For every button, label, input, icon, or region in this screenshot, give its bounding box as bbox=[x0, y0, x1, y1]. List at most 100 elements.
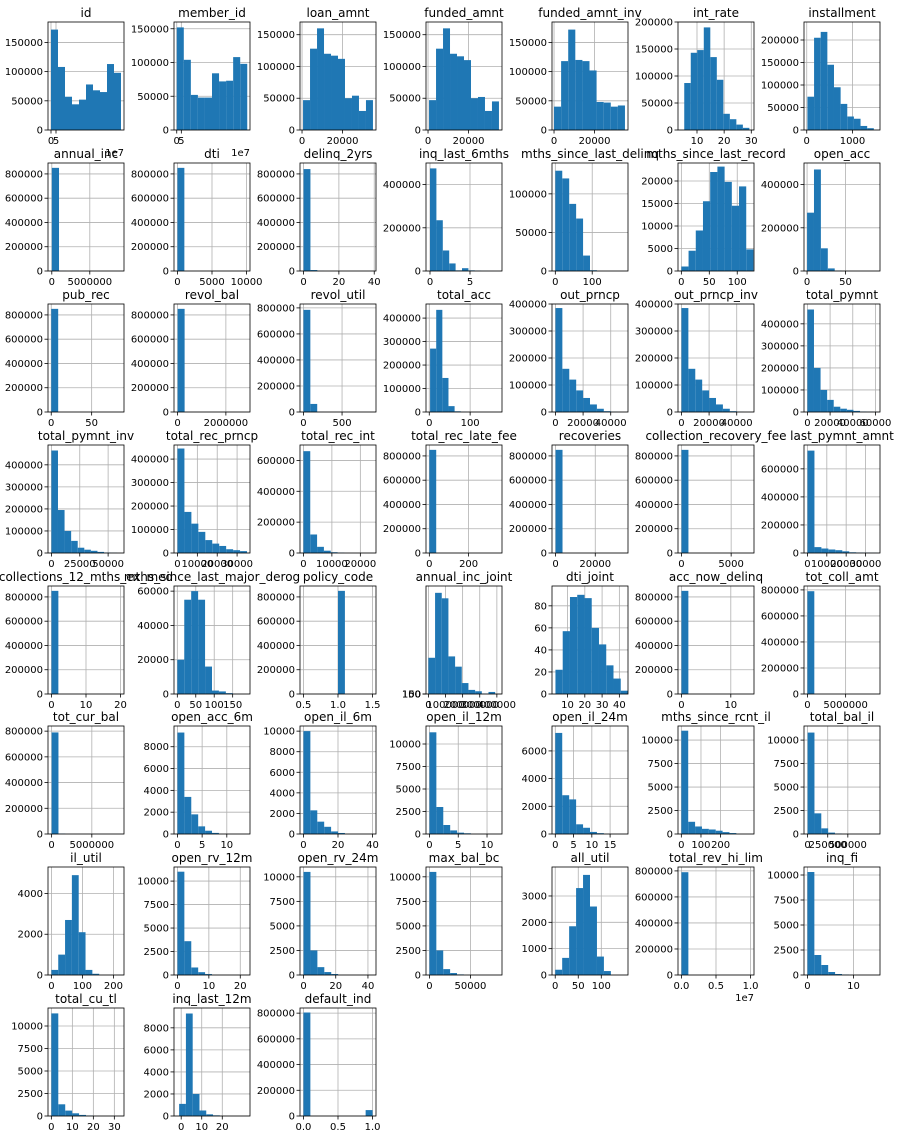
y-tick-label: 200000 bbox=[383, 524, 421, 535]
x-tick-label: 0.5 bbox=[708, 981, 724, 992]
y-tick-label: 150000 bbox=[5, 38, 43, 49]
histogram-bar bbox=[317, 821, 325, 834]
y-tick-label: 0 bbox=[163, 408, 169, 419]
histogram-bar bbox=[555, 170, 563, 271]
histogram-bar bbox=[51, 1013, 59, 1116]
histogram-bar bbox=[828, 832, 835, 834]
y-tick-label: 300000 bbox=[635, 327, 673, 338]
x-tick-label: 1000 bbox=[840, 136, 865, 147]
y-tick-label: 400000 bbox=[257, 641, 295, 652]
x-tick-label: 5000 bbox=[718, 559, 743, 570]
histogram-bar bbox=[77, 547, 85, 553]
histogram-bar bbox=[219, 545, 227, 553]
y-tick-label: 0 bbox=[667, 549, 673, 560]
y-tick-label: 0 bbox=[667, 971, 673, 982]
histogram-title: total_acc bbox=[437, 288, 491, 302]
x-tick-label: 0 bbox=[678, 277, 684, 288]
histogram-bar bbox=[449, 263, 456, 271]
histogram-bar bbox=[351, 95, 359, 130]
x-tick-label: 100 bbox=[691, 840, 710, 851]
y-tick-label: 10000 bbox=[767, 871, 799, 882]
histogram-bar bbox=[554, 106, 562, 130]
y-tick-label: 0 bbox=[541, 126, 547, 137]
histogram-bar bbox=[457, 56, 464, 131]
x-tick-label: 30 bbox=[108, 1122, 121, 1133]
x-tick-label: 200000 bbox=[444, 700, 482, 711]
y-tick-label: 600000 bbox=[509, 476, 547, 487]
y-tick-label: 50000 bbox=[515, 96, 547, 107]
histogram-panel: 0 10 200200000400000600000800000collection… bbox=[0, 570, 173, 711]
histogram-bar bbox=[846, 409, 854, 412]
histogram-bar bbox=[92, 973, 100, 975]
histogram-bar bbox=[205, 830, 212, 834]
histogram-bar bbox=[562, 631, 570, 694]
y-tick-label: 0 bbox=[793, 408, 799, 419]
histogram-bar bbox=[204, 97, 212, 130]
histogram-bar bbox=[303, 451, 311, 553]
axes-frame bbox=[803, 444, 881, 554]
histogram-bar bbox=[569, 203, 577, 271]
y-tick-label: 5000 bbox=[396, 785, 421, 796]
y-tick-label: 5000 bbox=[774, 783, 799, 794]
axes-frame bbox=[425, 21, 503, 131]
histogram-bar bbox=[569, 597, 578, 694]
y-tick-label: 0 bbox=[415, 408, 421, 419]
x-tick-label: 5 bbox=[178, 136, 184, 147]
x-tick-label: 0 bbox=[48, 418, 54, 429]
y-tick-label: 4000 bbox=[270, 788, 295, 799]
histogram-panel: 050 50000 100000 150000 1e7 id bbox=[5, 6, 125, 159]
y-tick-label: 400000 bbox=[383, 314, 421, 325]
histogram-bar bbox=[484, 110, 492, 130]
axes-frame bbox=[803, 162, 881, 272]
histogram-panel: 10 20 30 40 0 20 40 60 80 dti_joint bbox=[534, 570, 629, 711]
histogram-bar bbox=[853, 410, 861, 412]
histogram-bar bbox=[610, 106, 618, 130]
y-tick-label: 800000 bbox=[635, 451, 673, 462]
x-tick-label: 500000 bbox=[829, 840, 867, 851]
y-tick-label: 2500 bbox=[774, 946, 799, 957]
histogram-panel: 0.0 0.5 1.0 0 200000 400000 600000 800000 1e7 tot… bbox=[635, 851, 763, 1004]
y-tick-label: 1000 bbox=[522, 944, 547, 955]
x-tick-label: 0 bbox=[174, 136, 180, 147]
x-tick-label: 40000 bbox=[595, 418, 627, 429]
histogram-bar bbox=[331, 974, 339, 975]
y-tick-label: 0 bbox=[667, 830, 673, 841]
x-tick-label: 0 bbox=[299, 136, 305, 147]
histogram-bar bbox=[814, 37, 821, 130]
histogram-bar bbox=[596, 833, 604, 834]
x-tick-label: 0 bbox=[552, 981, 558, 992]
histogram-bar bbox=[723, 113, 730, 130]
x-tick-label: 10 bbox=[195, 1122, 208, 1133]
y-tick-label: 150000 bbox=[635, 45, 673, 56]
histogram-bar bbox=[338, 590, 345, 694]
histogram-title: last_pymnt_amnt bbox=[790, 429, 894, 443]
y-tick-label: 600000 bbox=[383, 476, 421, 487]
histogram-bar bbox=[185, 1013, 193, 1116]
x-tick-label: 0 bbox=[174, 840, 180, 851]
y-tick-label: 200000 bbox=[5, 804, 43, 815]
histogram-bar bbox=[835, 974, 842, 975]
y-tick-label: 200000 bbox=[509, 354, 547, 365]
histogram-bar bbox=[681, 590, 689, 694]
y-tick-label: 100000 bbox=[5, 67, 43, 78]
histogram-bar bbox=[323, 550, 331, 553]
histogram-bar bbox=[708, 829, 716, 834]
y-tick-label: 100000 bbox=[509, 189, 547, 200]
histogram-title: loan_amnt bbox=[307, 6, 370, 20]
x-tick-label: 0.5 bbox=[296, 700, 312, 711]
histogram-bar bbox=[191, 967, 199, 975]
y-tick-label: 0 bbox=[793, 971, 799, 982]
histogram-bar bbox=[436, 950, 444, 975]
x-tick-label: 1.5 bbox=[365, 700, 381, 711]
axes-frame bbox=[551, 162, 629, 272]
y-tick-label: 200000 bbox=[635, 524, 673, 535]
histogram-title: il_util bbox=[70, 851, 102, 865]
histogram-bar bbox=[430, 348, 437, 412]
x-tick-label: 250000 bbox=[809, 840, 847, 851]
histogram-bar bbox=[78, 932, 86, 975]
x-tick-label: 0 bbox=[174, 559, 180, 570]
histogram-title: funded_amnt_inv bbox=[538, 6, 641, 20]
histogram-bar bbox=[613, 678, 621, 694]
x-tick-label: 0 bbox=[48, 136, 54, 147]
y-tick-label: 200000 bbox=[761, 520, 799, 531]
